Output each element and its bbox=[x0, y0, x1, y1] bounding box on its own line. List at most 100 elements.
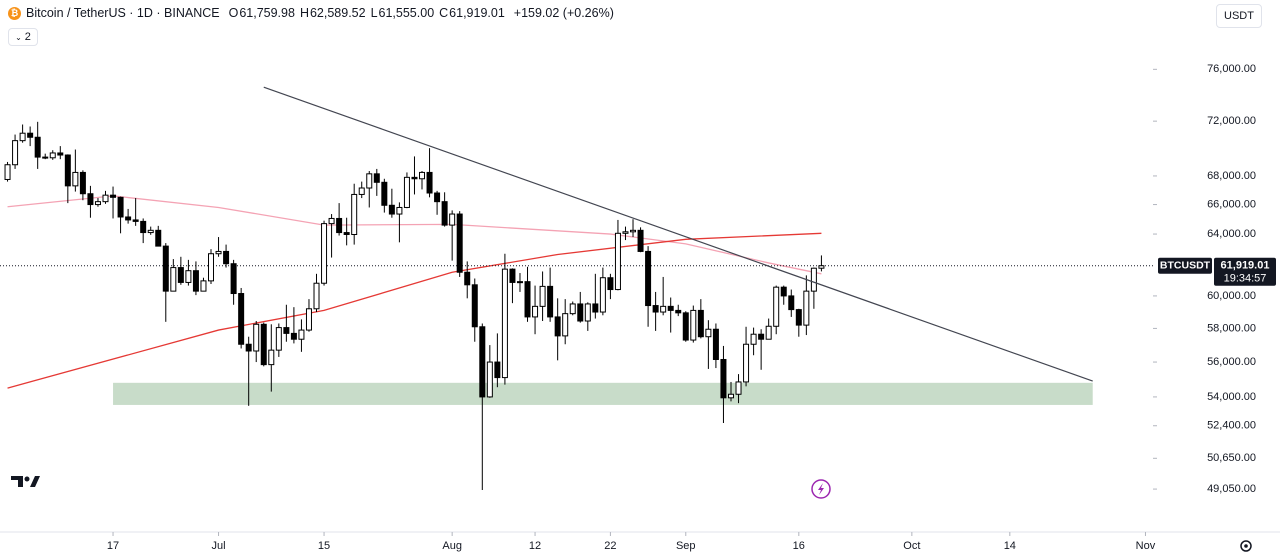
candle-body bbox=[140, 220, 147, 234]
candle-body bbox=[607, 277, 614, 291]
ohlc-key: H bbox=[299, 6, 309, 20]
candle-body bbox=[697, 309, 704, 338]
y-tick-label: 66,000.00 bbox=[1207, 198, 1256, 210]
candle-body bbox=[516, 281, 523, 284]
y-tick-label: 54,000.00 bbox=[1207, 391, 1256, 403]
candle-body bbox=[336, 217, 343, 234]
candle-body bbox=[102, 194, 109, 203]
candle-body bbox=[328, 217, 335, 225]
candle-body bbox=[577, 303, 584, 322]
candle-body bbox=[818, 265, 825, 269]
y-tick-label: 76,000.00 bbox=[1207, 63, 1256, 75]
x-tick-label: Aug bbox=[442, 540, 462, 552]
candle-body bbox=[321, 223, 328, 284]
candle-body bbox=[547, 285, 554, 318]
settings-button[interactable] bbox=[1240, 540, 1252, 552]
symbol-tag bbox=[1158, 257, 1212, 274]
candle-body bbox=[215, 250, 222, 255]
candle-body bbox=[471, 284, 478, 328]
candle-body bbox=[554, 316, 561, 337]
price-change: +159.02 (+0.26%) bbox=[513, 6, 614, 20]
candle-body bbox=[501, 268, 508, 379]
candle-body bbox=[79, 171, 86, 195]
candle-body bbox=[358, 187, 365, 195]
ohlc-value: 61,919.01 bbox=[449, 6, 505, 20]
candle-body bbox=[712, 328, 719, 360]
candle-body bbox=[449, 213, 456, 226]
countdown-label: 19:34:57 bbox=[1224, 273, 1267, 285]
candle-body bbox=[275, 327, 282, 351]
ohlc-key: C bbox=[439, 6, 449, 20]
candle-body bbox=[49, 152, 56, 159]
candle-body bbox=[434, 192, 441, 203]
candle-body bbox=[192, 270, 199, 292]
y-tick-label: 64,000.00 bbox=[1207, 228, 1256, 240]
candle-body bbox=[464, 271, 471, 286]
ohlc-value: 61,555.00 bbox=[378, 6, 435, 20]
y-tick-label: 72,000.00 bbox=[1207, 115, 1256, 127]
x-tick-label: Nov bbox=[1136, 540, 1156, 552]
candle-body bbox=[117, 196, 124, 218]
candle-body bbox=[230, 263, 237, 295]
x-tick-label: 12 bbox=[529, 540, 541, 552]
candle-body bbox=[419, 171, 426, 180]
x-tick-label: 16 bbox=[793, 540, 805, 552]
candle-body bbox=[351, 193, 358, 236]
candle-body bbox=[373, 173, 380, 183]
ohlc-key: L bbox=[370, 6, 378, 20]
candle-body bbox=[298, 329, 305, 340]
candle-body bbox=[208, 253, 215, 282]
candle-body bbox=[622, 231, 629, 234]
candle-body bbox=[200, 280, 207, 292]
candle-body bbox=[366, 173, 373, 189]
price-tag bbox=[1214, 257, 1276, 286]
candle-body bbox=[660, 305, 667, 313]
candle-body bbox=[479, 326, 486, 398]
candle-body bbox=[57, 152, 64, 156]
candle-body bbox=[4, 164, 11, 180]
candle-body bbox=[645, 250, 652, 307]
candle-body bbox=[727, 393, 734, 399]
moving-average bbox=[7, 195, 822, 275]
y-tick-label: 60,000.00 bbox=[1207, 290, 1256, 302]
candle-body bbox=[132, 219, 139, 222]
candle-body bbox=[268, 349, 275, 366]
x-tick-label: 22 bbox=[604, 540, 616, 552]
candle-body bbox=[810, 267, 817, 292]
candle-body bbox=[87, 193, 94, 206]
coin-icon: ₿ bbox=[8, 6, 21, 20]
y-tick-label: 68,000.00 bbox=[1207, 170, 1256, 182]
candle-body bbox=[34, 136, 41, 158]
candle-body bbox=[12, 140, 19, 166]
candle-body bbox=[147, 229, 154, 234]
candle-body bbox=[290, 332, 297, 340]
indicators-count: 2 bbox=[24, 31, 31, 43]
x-tick-label: Sep bbox=[676, 540, 696, 552]
candle-body bbox=[185, 270, 192, 283]
candle-body bbox=[343, 232, 350, 236]
candle-body bbox=[177, 267, 184, 283]
lightning-button[interactable] bbox=[811, 479, 831, 499]
ohlc-value: 61,759.98 bbox=[239, 6, 295, 20]
candle-body bbox=[735, 381, 742, 395]
candle-body bbox=[599, 277, 606, 313]
candle-body bbox=[125, 216, 132, 221]
candle-body bbox=[403, 176, 410, 208]
candle-body bbox=[42, 156, 49, 159]
candle-body bbox=[584, 303, 591, 322]
candle-body bbox=[456, 213, 463, 273]
candle-body bbox=[562, 313, 569, 337]
candle-body bbox=[630, 229, 637, 233]
currency-button[interactable]: USDT bbox=[1216, 4, 1262, 28]
candle-body bbox=[803, 290, 810, 326]
price-tag-label: 61,919.01 bbox=[1221, 260, 1270, 272]
candle-body bbox=[720, 358, 727, 399]
tradingview-logo bbox=[11, 476, 40, 487]
candle-body bbox=[486, 361, 493, 398]
candle-body bbox=[750, 333, 757, 345]
candle-body bbox=[441, 201, 448, 226]
support-zone bbox=[113, 382, 1093, 405]
indicators-toggle[interactable]: ⌄ 2 bbox=[8, 28, 38, 46]
